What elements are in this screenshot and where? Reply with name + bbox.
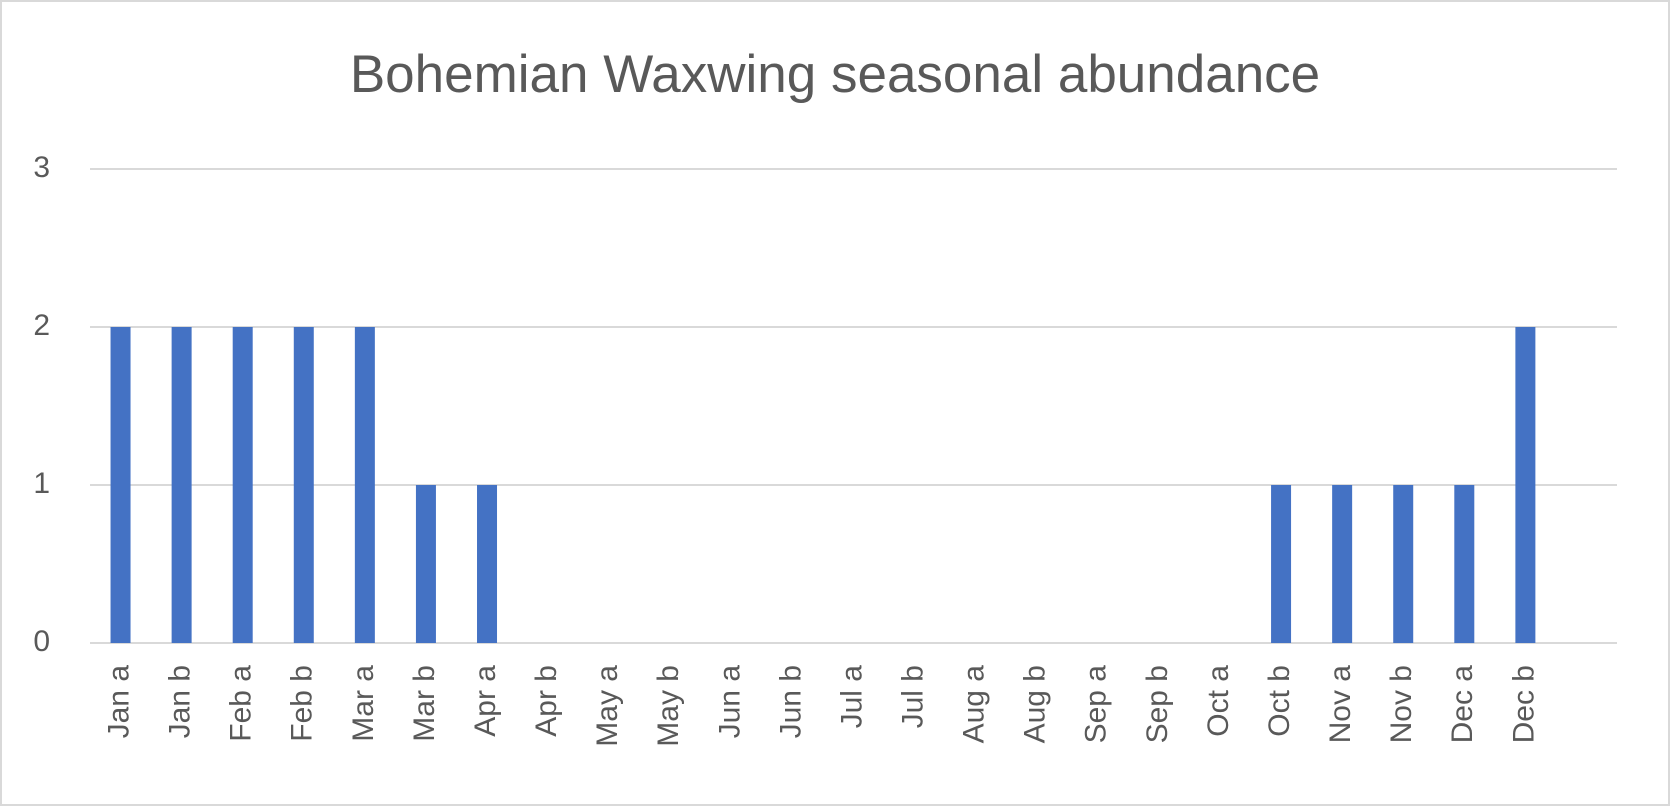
x-tick-label: Dec a — [1446, 665, 1479, 744]
bar — [110, 327, 131, 643]
x-tick-label: Jan b — [164, 665, 197, 738]
x-tick-label: May b — [652, 665, 685, 747]
bar — [1515, 327, 1536, 643]
x-tick-label: Feb b — [286, 665, 319, 742]
bar — [232, 327, 253, 643]
x-tick-label: Oct b — [1263, 665, 1296, 737]
x-tick-label: Jul a — [835, 665, 868, 729]
chart-title: Bohemian Waxwing seasonal abundance — [350, 45, 1320, 104]
x-tick-label: Jun a — [713, 665, 746, 739]
x-tick-label: Apr a — [469, 665, 502, 737]
x-tick-label: Jul b — [897, 665, 930, 728]
x-tick-label: Apr b — [530, 665, 563, 737]
x-tick-label: Sep a — [1080, 665, 1113, 744]
bar — [477, 485, 498, 643]
y-tick-label: 0 — [33, 625, 50, 658]
x-tick-label: Feb a — [225, 665, 258, 742]
x-tick-label: Nov a — [1324, 665, 1357, 744]
y-tick-label: 2 — [33, 309, 50, 342]
x-tick-label: Mar a — [347, 665, 380, 742]
x-tick-label: Aug b — [1019, 665, 1052, 743]
x-tick-label: Jun b — [774, 665, 807, 738]
y-tick-label: 1 — [33, 467, 50, 500]
bar — [354, 327, 375, 643]
bar — [293, 327, 314, 643]
y-tick-label: 3 — [33, 151, 50, 184]
bar — [1393, 485, 1414, 643]
x-tick-label: Nov b — [1385, 665, 1418, 743]
x-tick-label: May a — [591, 665, 624, 747]
x-tick-label: Oct a — [1202, 665, 1235, 737]
x-tick-label: Mar b — [408, 665, 441, 742]
x-tick-label: Sep b — [1141, 665, 1174, 743]
bar — [171, 327, 192, 643]
bar — [1271, 485, 1292, 643]
x-tick-label: Aug a — [958, 665, 991, 744]
x-tick-label: Jan a — [102, 665, 135, 739]
x-tick-label: Dec b — [1507, 665, 1540, 743]
bar — [1332, 485, 1353, 643]
bar — [1454, 485, 1475, 643]
bar — [415, 485, 436, 643]
